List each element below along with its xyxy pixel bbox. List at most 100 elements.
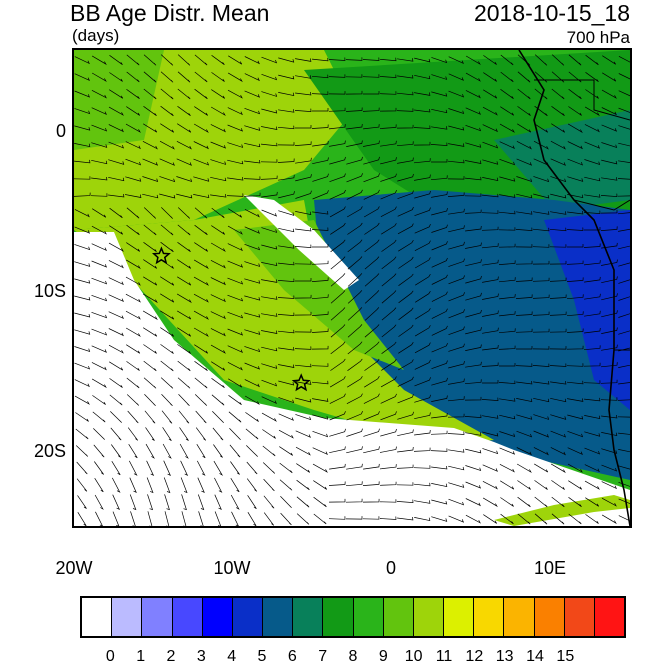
wind-barb [143, 276, 158, 286]
wind-barb [91, 345, 107, 353]
wind-barb [617, 416, 630, 418]
wind-barb [568, 106, 582, 116]
wind-barb [601, 242, 618, 249]
wind-barb [128, 444, 138, 459]
wind-barb [482, 344, 499, 351]
wind-barb [244, 261, 261, 267]
wind-barb [482, 448, 499, 455]
wind-barb [364, 222, 380, 235]
wind-barb [91, 89, 107, 99]
wind-barb [447, 413, 465, 418]
wind-barb [601, 293, 618, 301]
field-yellowgreen-southstrip [494, 495, 630, 526]
wind-barb [499, 141, 516, 150]
wind-barb [566, 363, 584, 367]
wind-barb [74, 125, 91, 131]
wind-barb [431, 57, 448, 64]
wind-barb [210, 311, 226, 320]
wind-barb [91, 176, 108, 181]
wind-barb [329, 463, 346, 470]
wind-barb [193, 176, 210, 182]
wind-barb [278, 210, 295, 216]
wind-barb [110, 427, 122, 441]
colorbar-label: 13 [495, 648, 514, 665]
wind-barb [212, 427, 224, 441]
wind-barb [228, 411, 242, 423]
wind-barb [584, 293, 601, 300]
wind-barb [517, 123, 532, 133]
wind-barb [516, 380, 533, 385]
wind-barb [534, 54, 548, 66]
wind-barb [515, 311, 533, 316]
wind-barb [618, 142, 630, 147]
wind-barb [330, 222, 346, 235]
wind-barb [312, 463, 328, 473]
wind-barb [294, 108, 312, 112]
wind-barb [363, 189, 380, 200]
wind-barb [498, 328, 516, 334]
wind-barb [431, 159, 448, 163]
wind-barb [567, 244, 584, 248]
wind-barb [127, 410, 139, 424]
wind-barb [584, 159, 601, 166]
wind-barb [245, 428, 259, 440]
wind-barb [311, 294, 329, 300]
wind-barb [618, 107, 630, 113]
wind-barb [180, 477, 188, 494]
wind-barb [430, 175, 448, 181]
age-field-map [74, 50, 630, 526]
colorbar-label: 1 [136, 648, 146, 665]
wind-barb [91, 159, 108, 165]
wind-barb [567, 398, 584, 402]
wind-barb [92, 411, 106, 423]
wind-barb [91, 124, 108, 132]
wind-barb [261, 209, 278, 217]
wind-barb [447, 159, 465, 164]
wind-barb [261, 244, 278, 250]
wind-barb [247, 495, 257, 509]
wind-barb [109, 394, 123, 406]
wind-barb [311, 57, 329, 62]
wind-barb [160, 241, 174, 253]
wind-barb [482, 177, 499, 182]
wind-barb [210, 328, 226, 337]
wind-barb [312, 140, 329, 147]
wind-barb [295, 211, 312, 216]
wind-barb [482, 124, 499, 133]
wind-barb [567, 463, 583, 473]
wind-barb [177, 377, 191, 389]
wind-barb [147, 494, 154, 511]
wind-barb [516, 346, 533, 350]
wind-barb [448, 515, 465, 523]
wind-barb [227, 142, 244, 148]
wind-barb [108, 311, 125, 320]
wind-barb [160, 360, 174, 372]
wind-barb [227, 107, 243, 116]
wind-barb [177, 54, 191, 66]
wind-barb [414, 500, 431, 504]
wind-barb [618, 262, 630, 267]
wind-barb [481, 210, 499, 214]
wind-barb [280, 496, 292, 508]
wind-barb [194, 224, 208, 236]
wind-barb [464, 396, 482, 401]
wind-barb [414, 174, 431, 181]
wind-barb [533, 211, 550, 215]
star-marker [151, 246, 171, 265]
wind-barb [550, 140, 566, 150]
wind-barb [261, 262, 278, 267]
wind-barb [277, 295, 295, 299]
wind-barb [227, 277, 244, 285]
wind-barb [227, 225, 243, 235]
wind-barb [211, 378, 225, 388]
wind-barb [77, 495, 87, 509]
wind-barb [414, 325, 431, 337]
wind-barb [515, 260, 533, 265]
wind-barb [482, 293, 499, 300]
wind-barb [515, 277, 533, 282]
wind-barb [126, 361, 140, 371]
field-white-streak [244, 195, 359, 290]
wind-barb [584, 194, 601, 198]
wind-barb [465, 142, 482, 148]
wind-barb [465, 242, 482, 249]
